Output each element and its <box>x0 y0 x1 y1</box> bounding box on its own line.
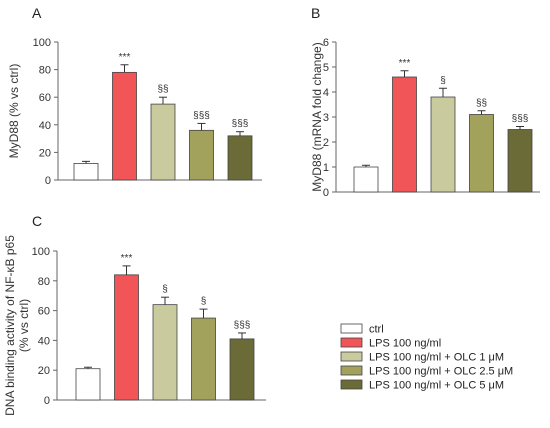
y-tick-label: 40 <box>39 120 51 132</box>
bar <box>469 114 494 193</box>
y-tick-label: 100 <box>32 246 50 258</box>
bar <box>189 129 214 181</box>
significance-label: *** <box>399 58 411 69</box>
legend-swatch <box>340 337 363 348</box>
y-tick-label: 20 <box>38 365 50 377</box>
significance-label: §§§ <box>193 110 210 121</box>
bar <box>73 163 99 181</box>
significance-label: §§§ <box>234 320 251 331</box>
significance-label: §§§ <box>232 119 249 130</box>
panel-letter: C <box>32 213 42 229</box>
y-tick-label: 40 <box>38 335 50 347</box>
bar <box>353 166 379 193</box>
bar <box>191 317 216 401</box>
y-axis-label: MyD88 (% vs ctrl) <box>7 64 21 159</box>
bar <box>507 129 533 193</box>
bar <box>112 71 137 181</box>
bar <box>392 76 417 193</box>
bar <box>114 274 139 401</box>
panel-letter: A <box>32 5 42 21</box>
y-tick-label: 4 <box>323 87 329 99</box>
y-tick-label: 6 <box>323 37 329 49</box>
bar <box>227 135 253 181</box>
y-tick-label: 1 <box>323 162 329 174</box>
significance-label: *** <box>121 253 133 264</box>
y-axis-label: (% vs ctrl) <box>17 299 31 352</box>
legend-swatch <box>340 379 363 390</box>
legend-label: LPS 100 ng/ml + OLC 5 μM <box>369 380 504 392</box>
legend-label: ctrl <box>369 324 384 336</box>
legend-label: LPS 100 ng/ml <box>369 338 441 350</box>
y-tick-label: 80 <box>38 276 50 288</box>
y-axis-label: DNA binding activity of NF-κB p65 <box>3 235 17 416</box>
y-tick-label: 60 <box>38 306 50 318</box>
y-tick-label: 100 <box>33 37 51 49</box>
y-tick-label: 5 <box>323 62 329 74</box>
significance-label: *** <box>119 52 131 63</box>
significance-label: § <box>162 284 168 295</box>
y-tick-label: 20 <box>39 147 51 159</box>
y-tick-label: 0 <box>323 187 329 199</box>
legend-swatch <box>340 351 363 362</box>
bar <box>152 304 178 401</box>
y-tick-label: 3 <box>323 112 329 124</box>
significance-label: §§ <box>157 84 168 95</box>
y-tick-label: 2 <box>323 137 329 149</box>
panel-letter: B <box>311 5 320 21</box>
y-tick-label: 0 <box>45 175 51 187</box>
significance-label: §§ <box>476 98 487 109</box>
legend-label: LPS 100 ng/ml + OLC 2.5 μM <box>369 366 513 378</box>
bar <box>150 103 176 181</box>
legend: ctrl LPS 100 ng/ml LPS 100 ng/ml + OLC 1 μ… <box>340 323 513 392</box>
bar <box>430 96 456 193</box>
bar <box>75 368 101 401</box>
legend-swatch <box>340 323 363 334</box>
y-tick-label: 0 <box>44 395 50 407</box>
legend-label: LPS 100 ng/ml + OLC 1 μM <box>369 352 504 364</box>
significance-label: §§§ <box>512 114 529 125</box>
y-axis-label: MyD88 (mRNA fold change) <box>310 42 324 191</box>
significance-label: § <box>440 75 446 86</box>
bar <box>229 338 255 401</box>
significance-label: § <box>201 296 207 307</box>
panel-c: C 0 20 40 60 80 100 DNA binding activity of NF-… <box>3 213 266 416</box>
y-tick-label: 60 <box>39 92 51 104</box>
legend-swatch <box>340 365 363 376</box>
y-tick-label: 80 <box>39 65 51 77</box>
